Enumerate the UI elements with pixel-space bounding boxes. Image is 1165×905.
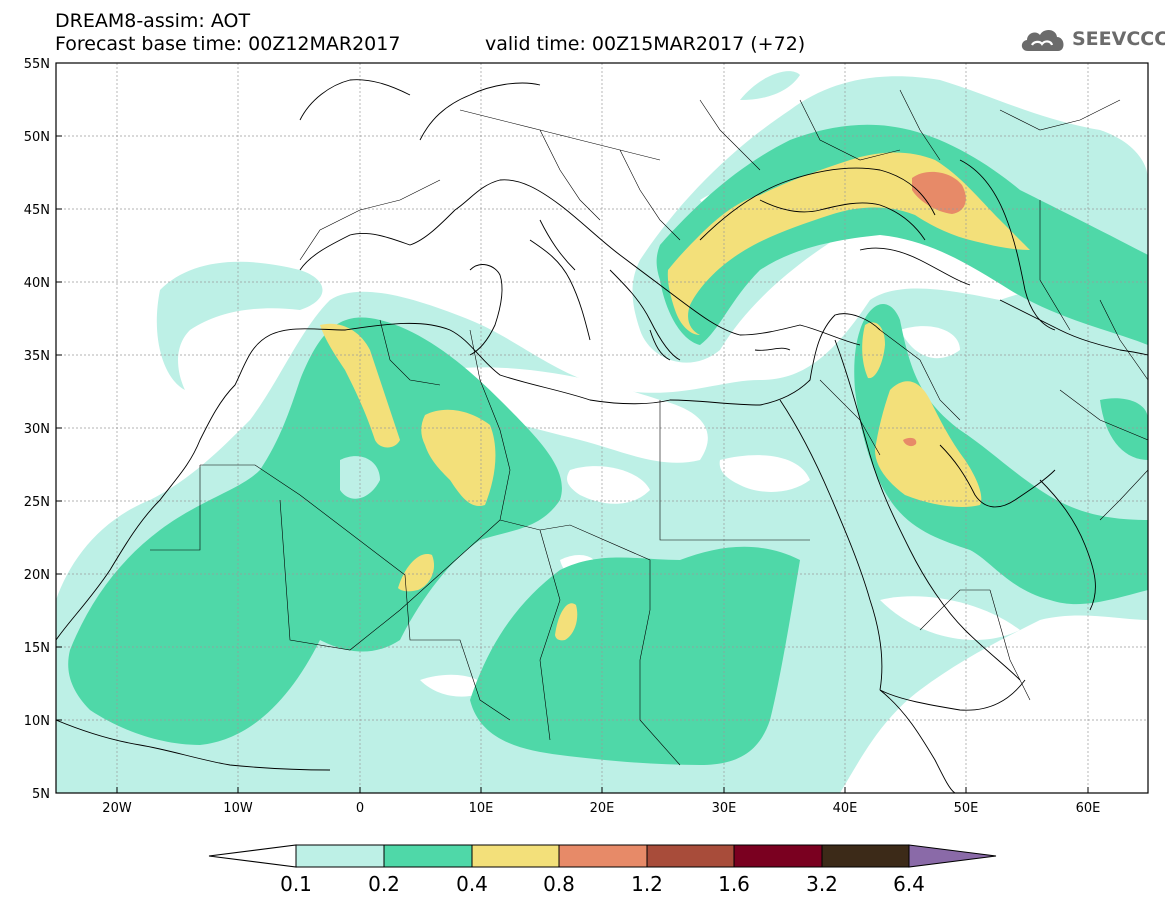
cloud-icon — [1021, 29, 1064, 51]
lat-label: 40N — [24, 276, 50, 291]
colorbar-bin — [733, 844, 823, 868]
lat-label: 30N — [24, 422, 50, 437]
colorbar-under-arrow — [208, 844, 297, 868]
logo-text: SEEVCCC — [1072, 28, 1165, 50]
colorbar-label: 0.8 — [543, 872, 575, 896]
colorbar-bin — [646, 844, 735, 868]
lat-label: 25N — [24, 495, 50, 510]
country-borders — [150, 89, 1148, 766]
lat-label: 35N — [24, 349, 50, 364]
title-line-1: DREAM8-assim: AOT — [55, 10, 251, 32]
colorbar — [208, 844, 997, 868]
colorbar-label: 0.1 — [280, 872, 312, 896]
colorbar-bin — [383, 844, 473, 868]
lon-label: 30E — [712, 801, 737, 816]
colorbar-label: 1.2 — [631, 872, 663, 896]
lon-label: 10W — [223, 801, 253, 816]
lon-label: 50E — [954, 801, 979, 816]
colorbar-label: 1.6 — [718, 872, 750, 896]
valid-time: valid time: 00Z15MAR2017 (+72) — [485, 33, 806, 55]
lat-label: 5N — [32, 787, 50, 802]
lat-label: 45N — [24, 203, 50, 218]
tick-marks — [56, 62, 1089, 794]
lat-label: 15N — [24, 641, 50, 656]
title-line-2: Forecast base time: 00Z12MAR2017 — [55, 33, 401, 55]
lon-label: 20E — [590, 801, 615, 816]
lon-label: 60E — [1076, 801, 1101, 816]
lat-labels: 55N 50N 45N 40N 35N 30N 25N 20N 15N 10N … — [24, 57, 50, 802]
seevccc-logo: SEEVCCC — [1018, 24, 1165, 54]
lat-label: 55N — [24, 57, 50, 72]
lon-label: 20W — [102, 801, 132, 816]
colorbar-labels: 0.1 0.2 0.4 0.8 1.2 1.6 3.2 6.4 — [280, 872, 925, 896]
lat-label: 50N — [24, 130, 50, 145]
colorbar-bin — [558, 844, 648, 868]
colorbar-label: 0.2 — [368, 872, 400, 896]
graticule — [56, 63, 1148, 793]
coastlines — [56, 79, 1148, 793]
colorbar-bin — [471, 844, 560, 868]
lat-label: 10N — [24, 714, 50, 729]
lon-label: 0 — [356, 801, 364, 816]
lat-label: 20N — [24, 568, 50, 583]
colorbar-over-arrow — [908, 844, 997, 868]
colorbar-label: 6.4 — [893, 872, 925, 896]
colorbar-label: 0.4 — [456, 872, 488, 896]
lon-label: 10E — [469, 801, 494, 816]
lon-label: 40E — [833, 801, 858, 816]
colorbar-bin — [295, 844, 385, 868]
lon-labels: 20W 10W 0 10E 20E 30E 40E 50E 60E — [102, 801, 1100, 816]
colorbar-bin — [821, 844, 910, 868]
colorbar-label: 3.2 — [806, 872, 838, 896]
aot-level-0.8 — [903, 171, 966, 447]
